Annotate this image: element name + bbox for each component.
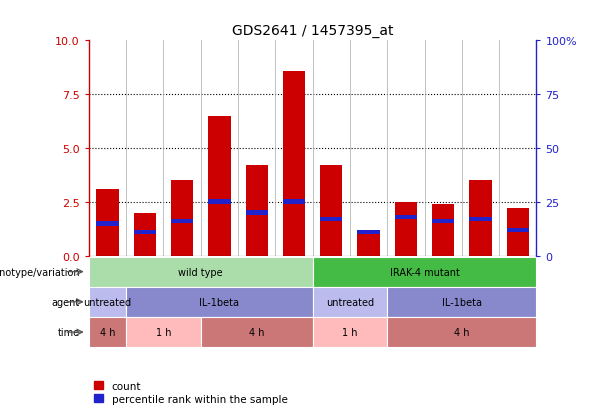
Bar (357, 230, 380, 234)
Title: GDS2641 / 1457395_at: GDS2641 / 1457395_at (232, 24, 394, 38)
Bar (126, 317, 201, 347)
Bar (201, 317, 313, 347)
Text: 4 h: 4 h (454, 327, 470, 337)
Text: IRAK-4 mutant: IRAK-4 mutant (390, 267, 459, 277)
Text: agent: agent (51, 297, 80, 307)
Text: IL-1beta: IL-1beta (442, 297, 482, 307)
Text: 4 h: 4 h (249, 327, 264, 337)
Bar (387, 287, 536, 317)
Text: untreated: untreated (326, 297, 374, 307)
Bar (89, 317, 126, 347)
Bar (126, 287, 313, 317)
Bar (245, 166, 268, 256)
Bar (89, 257, 313, 287)
Legend: count, percentile rank within the sample: count, percentile rank within the sample (94, 381, 287, 404)
Bar (320, 217, 343, 222)
Text: wild type: wild type (178, 267, 223, 277)
Text: genotype/variation: genotype/variation (0, 267, 80, 277)
Bar (506, 209, 529, 256)
Text: IL-1beta: IL-1beta (199, 297, 240, 307)
Bar (134, 213, 156, 256)
Bar (395, 216, 417, 219)
Bar (313, 257, 536, 287)
Bar (208, 200, 230, 205)
Bar (208, 116, 230, 256)
Bar (283, 200, 305, 205)
Bar (96, 190, 119, 256)
Bar (357, 230, 380, 256)
Bar (171, 181, 193, 256)
Text: 1 h: 1 h (156, 327, 171, 337)
Bar (320, 166, 343, 256)
Bar (387, 317, 536, 347)
Bar (432, 220, 454, 223)
Bar (89, 287, 126, 317)
Bar (283, 71, 305, 256)
Bar (395, 202, 417, 256)
Bar (171, 220, 193, 224)
Bar (432, 204, 454, 256)
Bar (506, 228, 529, 232)
Bar (96, 221, 119, 226)
Text: 1 h: 1 h (342, 327, 357, 337)
Bar (245, 211, 268, 216)
Text: untreated: untreated (83, 297, 132, 307)
Text: 4 h: 4 h (100, 327, 115, 337)
Bar (313, 287, 387, 317)
Bar (470, 181, 492, 256)
Bar (470, 218, 492, 221)
Bar (134, 230, 156, 235)
Bar (313, 317, 387, 347)
Text: time: time (58, 327, 80, 337)
